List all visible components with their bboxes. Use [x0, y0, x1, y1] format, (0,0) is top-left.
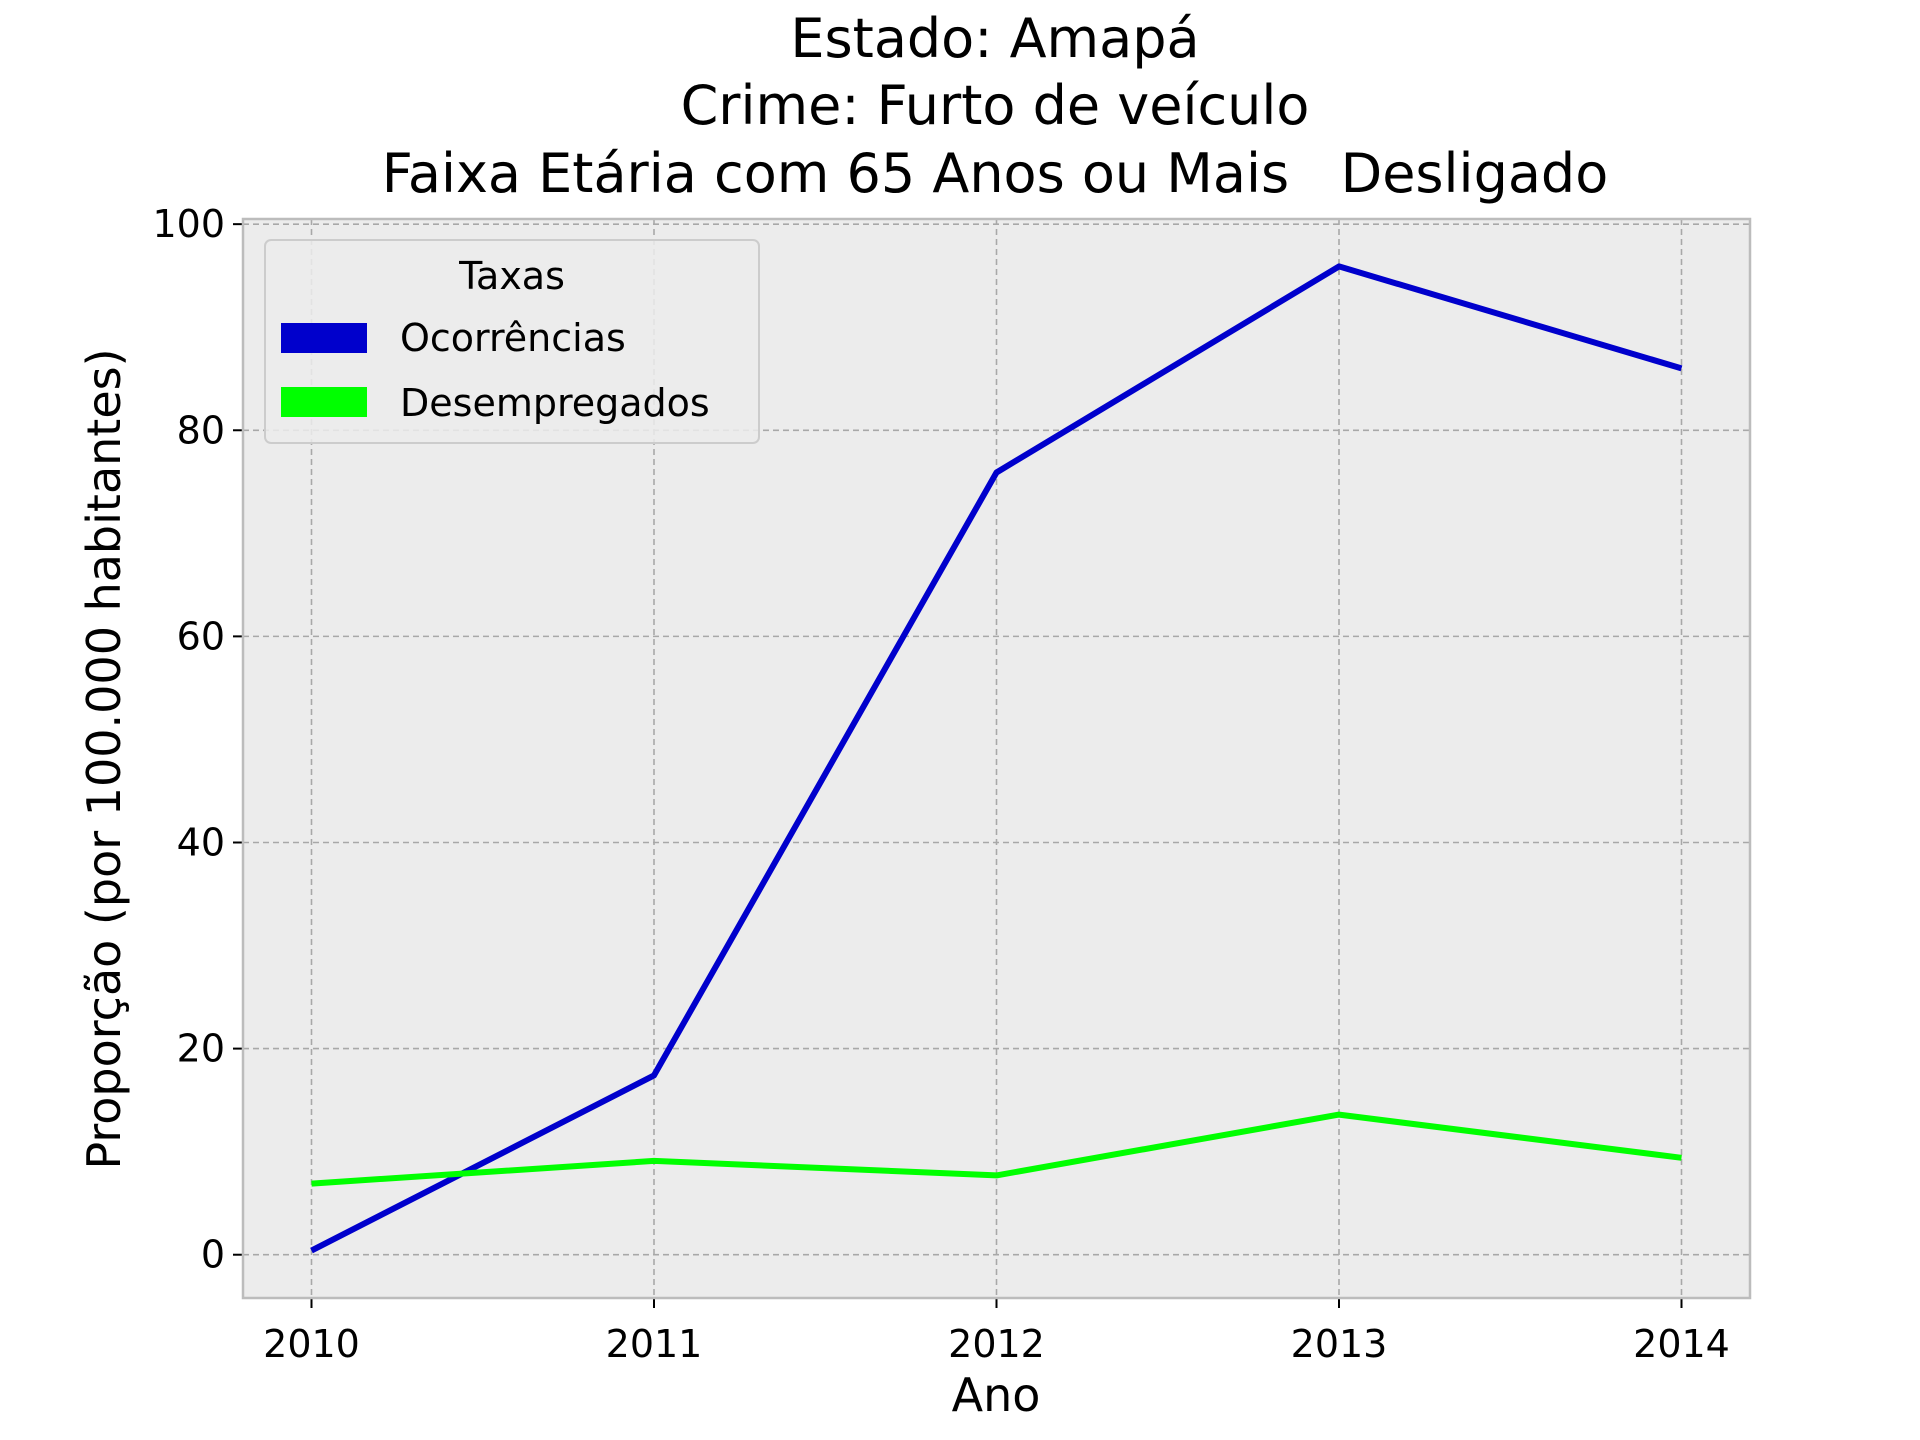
- y-axis-label: Proporção (por 100.000 habitantes): [77, 348, 131, 1169]
- legend: Taxas Ocorrências Desempregados: [264, 239, 760, 444]
- x-axis-label: Ano: [952, 1368, 1041, 1422]
- y-tick-label: 20: [177, 1027, 225, 1071]
- legend-box: [264, 239, 760, 444]
- x-tick-label: 2014: [1633, 1322, 1730, 1366]
- x-tick-label: 2011: [606, 1322, 703, 1366]
- series-lines: [310, 263, 1683, 1254]
- y-tick-label: 40: [177, 820, 225, 864]
- y-tick-label: 80: [177, 408, 225, 452]
- chart-title: Estado: Amapá Crime: Furto de veículo Fa…: [382, 7, 1609, 205]
- y-tick-label: 60: [177, 614, 225, 658]
- legend-swatch-ocorrencias: [281, 323, 367, 353]
- title-line-3: Faixa Etária com 65 Anos ou Mais Desliga…: [382, 142, 1609, 205]
- legend-title: Taxas: [458, 254, 565, 298]
- plot-frame: [241, 217, 1752, 1300]
- grid: [243, 219, 1750, 1298]
- x-tick-label: 2010: [263, 1322, 360, 1366]
- legend-label-ocorrencias: Ocorrências: [400, 316, 626, 360]
- y-tick-label: 0: [201, 1233, 225, 1277]
- series-line-ocorrencias: [310, 263, 1683, 1254]
- series-line-desempregados: [311, 1111, 1682, 1187]
- legend-swatch-desempregados: [281, 387, 367, 417]
- axis-ticks: [233, 223, 1683, 1308]
- y-tick-labels: 0 20 40 60 80 100: [152, 202, 225, 1277]
- y-tick-label: 100: [152, 202, 225, 246]
- x-tick-label: 2012: [948, 1322, 1045, 1366]
- x-tick-labels: 2010 2011 2012 2013 2014: [263, 1322, 1730, 1366]
- x-tick-label: 2013: [1291, 1322, 1388, 1366]
- title-line-2: Crime: Furto de veículo: [681, 74, 1310, 137]
- legend-label-desempregados: Desempregados: [400, 381, 710, 425]
- title-line-1: Estado: Amapá: [790, 7, 1199, 70]
